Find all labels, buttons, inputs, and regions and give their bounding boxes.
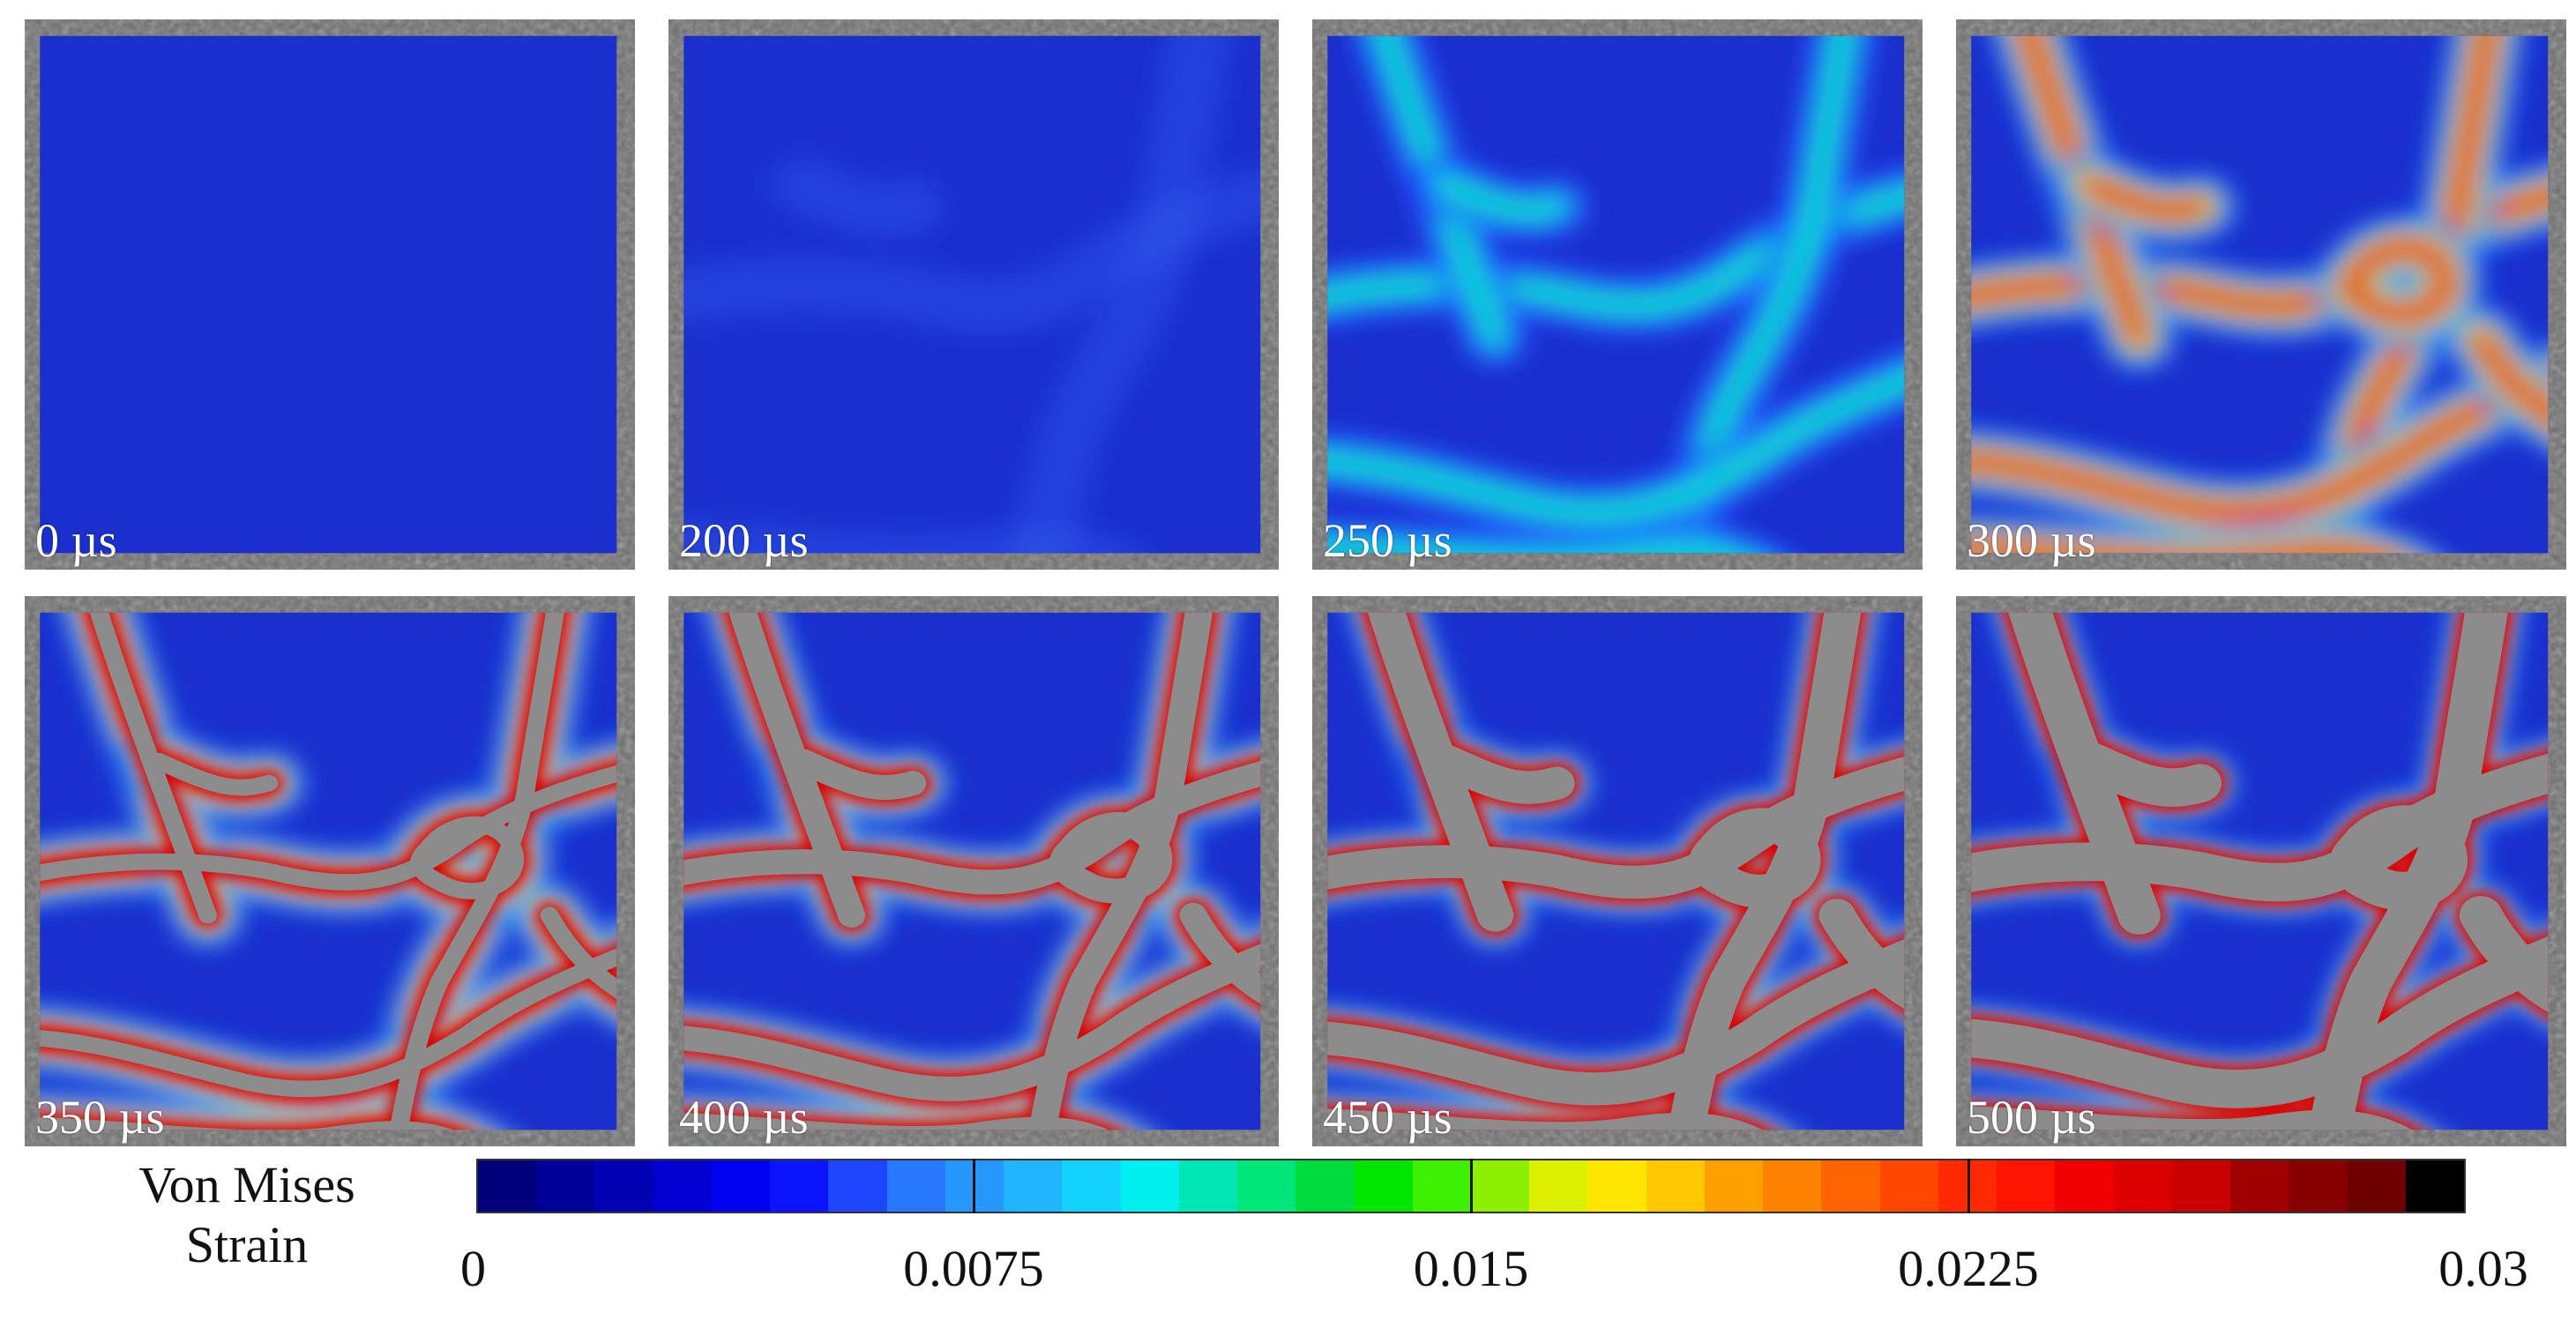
- colorbar-segment: [1004, 1160, 1063, 1212]
- colorbar-tick-label: 0.015: [1413, 1240, 1529, 1297]
- strain-panel: 0 µs: [25, 19, 635, 570]
- time-label: 400 µs: [679, 1091, 809, 1144]
- colorbar-segment: [1178, 1160, 1238, 1212]
- colorbar-segment: [653, 1160, 712, 1212]
- colorbar-segment: [1704, 1160, 1764, 1212]
- strain-panel: 350 µs: [25, 596, 635, 1146]
- colorbar-tick-mark: [1470, 1159, 1473, 1213]
- strain-panel: 500 µs: [1956, 596, 2566, 1146]
- colorbar-tick-label: 0: [460, 1240, 486, 1297]
- colorbar-title: Von Mises Strain: [79, 1155, 414, 1276]
- colorbar-tick-mark: [1967, 1159, 1970, 1213]
- colorbar-segment: [2171, 1160, 2231, 1212]
- strain-panel: 400 µs: [668, 596, 1279, 1146]
- colorbar-segment: [1529, 1160, 1588, 1212]
- colorbar-tick-mark: [973, 1159, 975, 1213]
- colorbar-tick-label: 0.0075: [903, 1240, 1044, 1297]
- strain-panel: 300 µs: [1956, 19, 2566, 570]
- strain-map: [25, 19, 635, 570]
- strain-panel: 250 µs: [1312, 19, 1923, 570]
- colorbar-segment: [2347, 1160, 2406, 1212]
- strain-map: [1956, 19, 2566, 570]
- colorbar-segment: [2405, 1160, 2464, 1212]
- time-label: 0 µs: [35, 514, 117, 567]
- colorbar-segment: [1587, 1160, 1646, 1212]
- colorbar-segment: [1646, 1160, 1705, 1212]
- colorbar-segment: [1120, 1160, 1179, 1212]
- colorbar-segment: [1062, 1160, 1121, 1212]
- colorbar-segment: [1295, 1160, 1355, 1212]
- colorbar-segment: [1821, 1160, 1880, 1212]
- strain-map: [1312, 19, 1923, 570]
- colorbar-segment: [1997, 1160, 2056, 1212]
- colorbar-segment: [1470, 1160, 1530, 1212]
- colorbar-segment: [2289, 1160, 2348, 1212]
- colorbar-title-line2: Strain: [185, 1216, 309, 1274]
- time-label: 500 µs: [1967, 1091, 2096, 1144]
- colorbar-segment: [2055, 1160, 2114, 1212]
- colorbar-segment: [2113, 1160, 2172, 1212]
- colorbar-segment: [1938, 1160, 1997, 1212]
- colorbar-tick-label: 0.0225: [1898, 1240, 2039, 1297]
- colorbar-title-line1: Von Mises: [138, 1156, 355, 1213]
- strain-map: [25, 596, 635, 1146]
- colorbar-segment: [1879, 1160, 1938, 1212]
- time-label: 450 µs: [1323, 1091, 1452, 1144]
- strain-panel: 200 µs: [668, 19, 1279, 570]
- strain-map-grid: 0 µs 200 µs 250 µs 300 µs 350 µs 400 µs …: [25, 19, 2566, 1146]
- colorbar: [476, 1159, 2466, 1213]
- colorbar-segment: [828, 1160, 887, 1212]
- colorbar-tick-label: 0.03: [2438, 1240, 2528, 1297]
- colorbar-segment: [886, 1160, 945, 1212]
- colorbar-segment: [478, 1160, 537, 1212]
- colorbar-segment: [1354, 1160, 1413, 1212]
- colorbar-segment: [711, 1160, 771, 1212]
- colorbar-segment: [1763, 1160, 1822, 1212]
- time-label: 350 µs: [35, 1091, 165, 1144]
- colorbar-segment: [536, 1160, 595, 1212]
- time-label: 200 µs: [679, 514, 809, 567]
- colorbar-segment: [770, 1160, 829, 1212]
- time-label: 300 µs: [1967, 514, 2096, 567]
- strain-map: [668, 596, 1279, 1146]
- colorbar-segment: [2230, 1160, 2289, 1212]
- colorbar-segment: [1412, 1160, 1471, 1212]
- strain-panel: 450 µs: [1312, 596, 1923, 1146]
- colorbar-segment: [1237, 1160, 1296, 1212]
- colorbar-segment: [594, 1160, 653, 1212]
- time-label: 250 µs: [1323, 514, 1452, 567]
- strain-map: [668, 19, 1279, 570]
- strain-map: [1312, 596, 1923, 1146]
- strain-map: [1956, 596, 2566, 1146]
